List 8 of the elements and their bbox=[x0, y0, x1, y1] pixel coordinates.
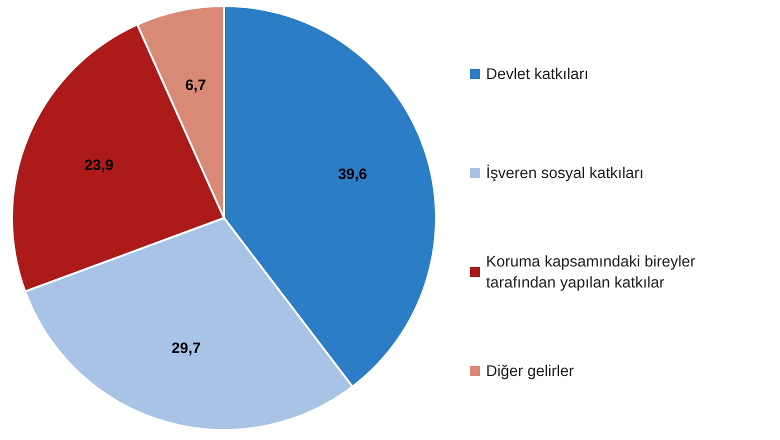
legend-label: İşveren sosyal katkıları bbox=[486, 164, 644, 182]
legend-label: Koruma kapsamındaki bireyler tarafından yapılan katkılar bbox=[486, 253, 696, 291]
data-label: 23,9 bbox=[84, 156, 114, 174]
data-label: 29,7 bbox=[172, 340, 201, 357]
legend-label: Devlet katkıları bbox=[486, 66, 589, 82]
data-label: 39,6 bbox=[338, 166, 368, 184]
data-label: 6,7 bbox=[185, 76, 206, 94]
legend-label: Diğer gelirler bbox=[486, 362, 574, 380]
